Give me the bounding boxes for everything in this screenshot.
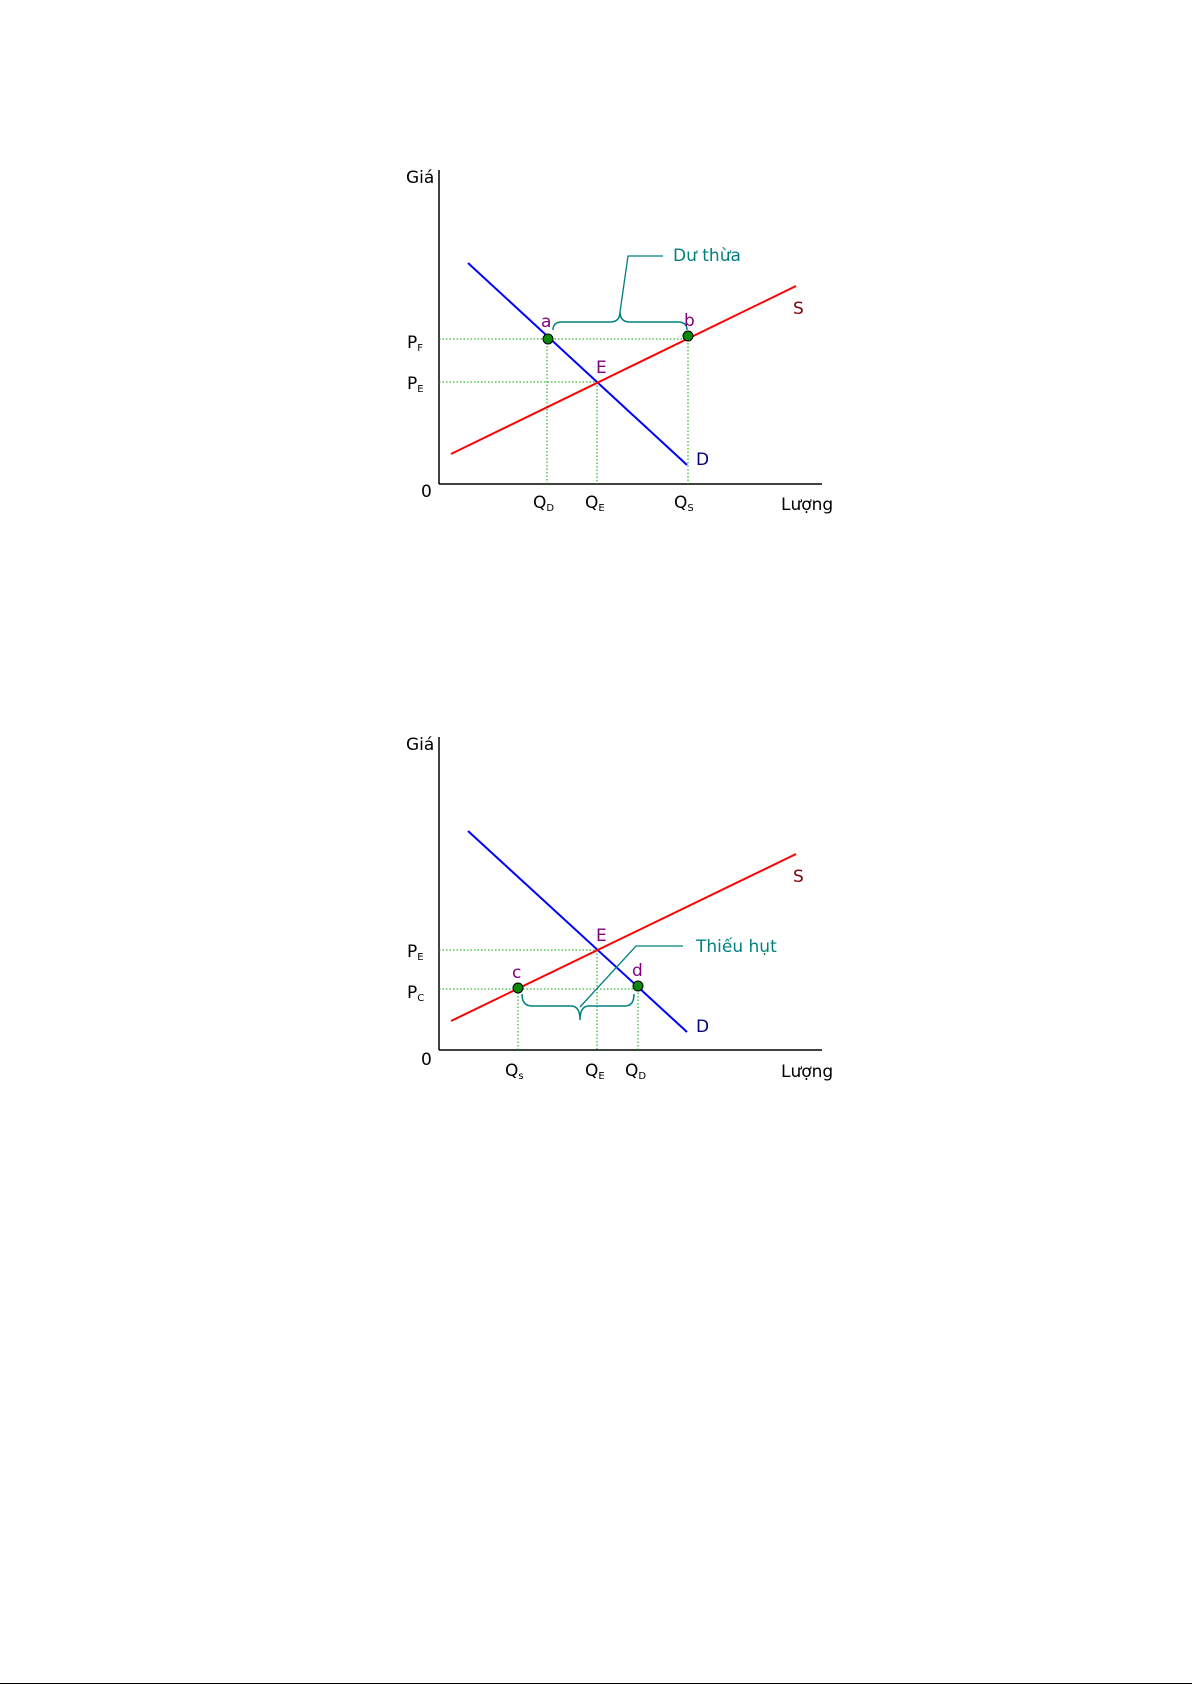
point-label-e: E <box>596 926 607 946</box>
origin-label: 0 <box>421 482 432 502</box>
point-c <box>512 982 524 994</box>
y-axis-label: Giá <box>406 735 434 755</box>
price-label-pf: PF <box>407 333 423 354</box>
point-label-b: b <box>684 311 695 331</box>
shortage-brace <box>521 993 635 1021</box>
origin-label: 0 <box>421 1050 432 1070</box>
quantity-label-qs: Qs <box>505 1061 524 1082</box>
supply-label: S <box>793 867 804 887</box>
quantity-label-qe: QE <box>585 1061 605 1082</box>
point-label-e: E <box>596 358 607 378</box>
demand-label: D <box>696 1017 709 1037</box>
point-d <box>632 980 644 992</box>
supply-curve <box>450 285 797 455</box>
y-axis-label: Giá <box>406 168 434 188</box>
shortage-diagram: Giá Lượng 0 PE PC Qs QE QD S D c d E Thi… <box>406 735 833 1082</box>
price-label-pe: PE <box>407 942 424 963</box>
shortage-annotation: Thiếu hụt <box>695 936 777 957</box>
demand-curve <box>467 262 688 466</box>
point-label-a: a <box>541 312 551 332</box>
guide-lines <box>439 949 639 1050</box>
surplus-diagram: Giá Lượng 0 PF PE QD QE QS S D a b E Dư … <box>406 168 833 515</box>
price-label-pe: PE <box>407 374 424 395</box>
supply-curve <box>450 853 797 1022</box>
point-a <box>542 333 554 345</box>
quantity-label-qd: QD <box>625 1061 646 1082</box>
price-label-pc: PC <box>407 983 424 1004</box>
x-axis-label: Lượng <box>781 495 833 515</box>
point-b <box>682 330 694 342</box>
quantity-label-qe: QE <box>585 493 605 514</box>
demand-curve <box>467 830 688 1033</box>
surplus-brace <box>552 311 688 331</box>
page-bottom-rule <box>0 1683 1192 1684</box>
shortage-callout-line <box>579 945 683 1008</box>
quantity-label-qd: QD <box>533 493 554 514</box>
point-label-d: d <box>632 961 643 981</box>
surplus-annotation: Dư thừa <box>673 246 741 266</box>
point-label-c: c <box>512 963 521 983</box>
demand-label: D <box>696 450 709 470</box>
guide-lines <box>439 336 689 484</box>
x-axis-label: Lượng <box>781 1062 833 1082</box>
surplus-callout-line <box>619 255 663 313</box>
supply-label: S <box>793 299 804 319</box>
quantity-label-qs: QS <box>674 493 694 514</box>
